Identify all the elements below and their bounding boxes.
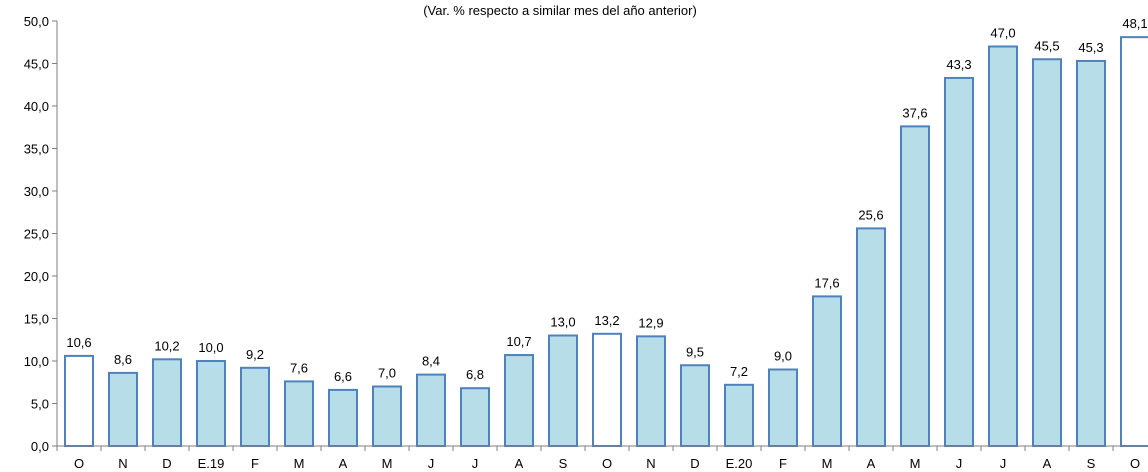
x-tick-label: S [559,456,568,471]
x-tick-label: M [294,456,305,471]
x-tick-label: J [1000,456,1007,471]
data-label: 47,0 [990,26,1015,41]
x-tick-label: F [251,456,259,471]
bar [768,368,798,447]
x-tick-label: A [1043,456,1052,471]
y-tick-label: 15,0 [24,312,49,327]
data-label: 10,6 [66,335,91,350]
data-label: 10,7 [506,334,531,349]
bar [240,366,270,447]
x-tick-label: E.19 [198,456,225,471]
x-tick-label: J [472,456,479,471]
y-tick-label: 40,0 [24,99,49,114]
y-tick-label: 10,0 [24,354,49,369]
data-label: 8,6 [114,352,132,367]
data-label: 7,6 [290,360,308,375]
bar [328,388,358,447]
bar [460,387,490,448]
x-tick-label: O [602,456,612,471]
data-label: 12,9 [638,315,663,330]
x-axis: O N D E.19 F M A M J J A S O N D E.20 F M A M J J A S O [56,445,1148,471]
y-tick-label: 5,0 [31,397,49,412]
y-axis: 0,0 5,0 10,0 15,0 20,0 25,0 30,0 35,0 40,0 45,0 50… [24,14,58,454]
data-label: 25,6 [858,207,883,222]
bar [636,335,666,448]
data-label: 7,0 [378,366,396,381]
x-tick-label: A [339,456,348,471]
bar [108,371,138,447]
data-label: 13,2 [594,313,619,328]
bar [64,354,94,447]
y-tick-label: 30,0 [24,184,49,199]
x-tick-label: A [515,456,524,471]
bar [196,360,226,447]
x-tick-label: N [646,456,655,471]
data-label: 13,0 [550,315,575,330]
bar [284,380,314,447]
y-tick-label: 25,0 [24,227,49,242]
x-tick-label: M [382,456,393,471]
data-label: 48,1 [1122,16,1147,31]
bar [372,385,402,447]
bar [1120,36,1148,448]
bar [504,354,534,447]
chart-subtitle: (Var. % respecto a similar mes del año a… [423,3,697,18]
bar [152,358,182,447]
bar [680,364,710,447]
x-tick-label: F [779,456,787,471]
x-tick-label: M [910,456,921,471]
x-tick-label: J [956,456,963,471]
x-tick-label: O [1130,456,1140,471]
data-label: 8,4 [422,354,440,369]
bar [548,334,578,447]
data-label: 45,5 [1034,38,1059,53]
x-tick-label: J [428,456,435,471]
bar [812,295,842,447]
bars [64,36,1148,448]
bar [988,45,1018,447]
x-tick-label: D [162,456,171,471]
x-tick-label: A [867,456,876,471]
data-label: 45,3 [1078,40,1103,55]
x-tick-label: M [822,456,833,471]
x-tick-label: D [690,456,699,471]
x-tick-label: S [1087,456,1096,471]
x-tick-label: E.20 [726,456,753,471]
bar [856,227,886,447]
data-label: 9,5 [686,344,704,359]
data-label: 6,8 [466,367,484,382]
data-labels: 10,6 8,6 10,2 10,0 9,2 7,6 6,6 7,0 8,4 6,8 10,7 13,… [66,16,1147,384]
y-tick-label: 50,0 [24,14,49,29]
bar [1032,58,1062,447]
x-tick-label: O [74,456,84,471]
bar [900,125,930,448]
data-label: 7,2 [730,364,748,379]
y-tick-label: 45,0 [24,57,49,72]
bar [944,76,974,447]
data-label: 9,0 [774,349,792,364]
y-tick-label: 20,0 [24,269,49,284]
data-label: 6,6 [334,369,352,384]
data-label: 10,0 [198,340,223,355]
bar [1076,59,1106,447]
data-label: 9,2 [246,347,264,362]
y-tick-label: 0,0 [31,439,49,454]
data-label: 10,2 [154,338,179,353]
bar [592,332,622,447]
data-label: 37,6 [902,105,927,120]
y-tick-label: 35,0 [24,142,49,157]
bar [724,383,754,447]
data-label: 17,6 [814,275,839,290]
bar [416,373,446,448]
x-tick-label: N [118,456,127,471]
data-label: 43,3 [946,57,971,72]
